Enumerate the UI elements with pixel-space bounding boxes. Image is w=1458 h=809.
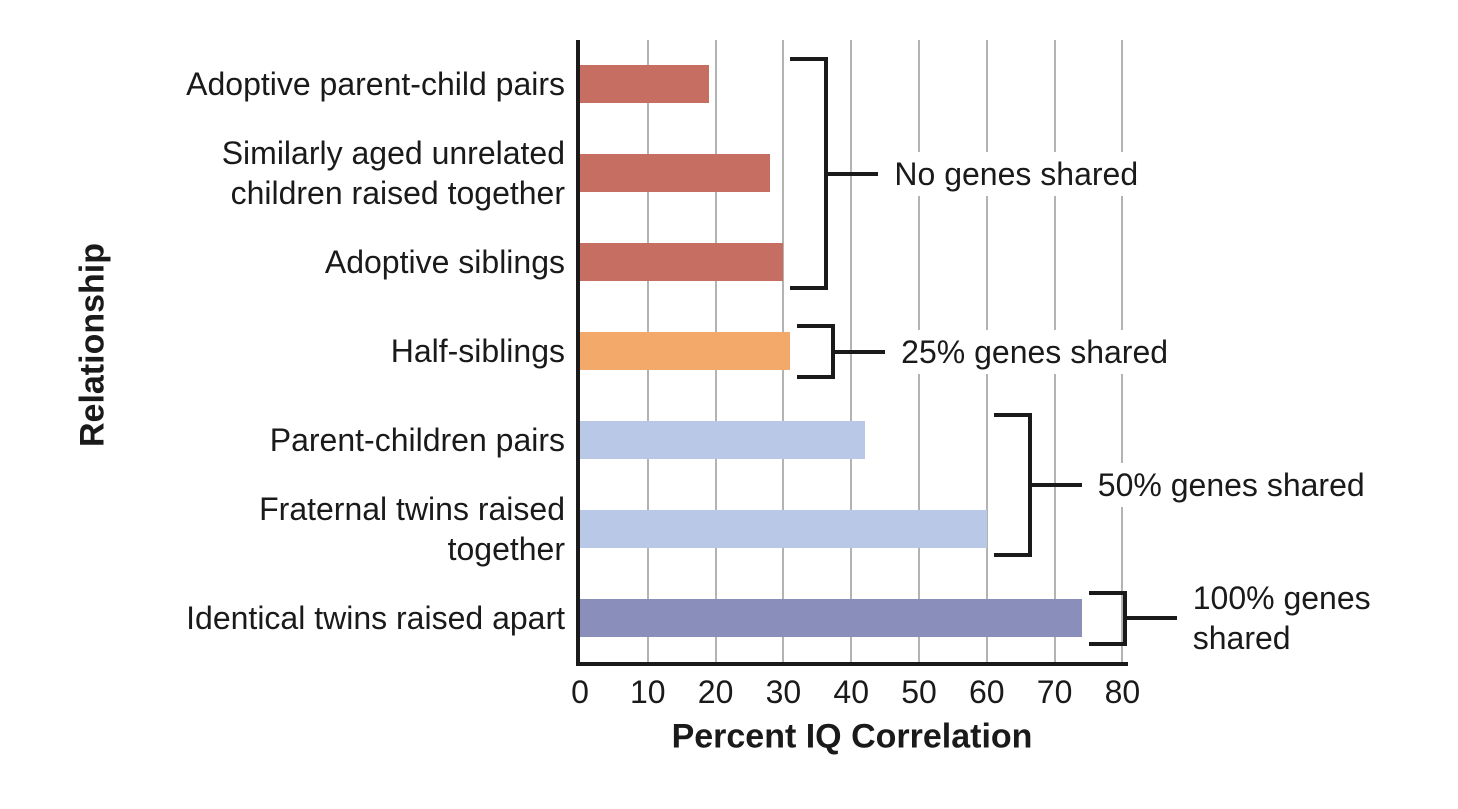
bracket-vertical-line	[1027, 412, 1032, 557]
x-tick-label: 60	[969, 674, 1005, 710]
bracket-bottom-arm	[993, 552, 1028, 557]
y-axis-title: Relationship	[73, 242, 112, 448]
annotation-label: 50% genes shared	[1091, 462, 1373, 507]
bracket-connector-line	[828, 171, 879, 176]
category-label: Similarly aged unrelated children raised…	[221, 135, 565, 212]
x-tick-label: 80	[1104, 674, 1141, 710]
bracket-vertical-line	[1122, 590, 1127, 646]
category-label: Identical twins raised apart	[186, 599, 565, 636]
x-tick-label: 20	[697, 674, 734, 710]
category-label: Adoptive parent-child pairs	[186, 66, 565, 103]
annotation-label: 100% genes shared	[1186, 576, 1438, 661]
bar	[580, 509, 987, 548]
bar	[580, 154, 770, 193]
bracket-top-arm	[993, 412, 1028, 417]
bracket-bottom-arm	[797, 375, 832, 379]
bracket-top-arm	[790, 57, 825, 62]
bar	[580, 65, 709, 104]
bracket-connector-line	[835, 349, 886, 354]
x-tick-label: 10	[630, 674, 666, 710]
x-axis-line	[576, 662, 1128, 666]
x-tick-label: 0	[571, 674, 589, 710]
x-tick-label: 50	[901, 674, 937, 710]
category-label: Half-siblings	[390, 333, 565, 369]
category-label: Parent-children pairs	[269, 421, 565, 458]
x-tick-label: 70	[1036, 674, 1073, 710]
bracket-connector-line	[1031, 482, 1082, 487]
bar	[580, 243, 784, 282]
bracket-bottom-arm	[790, 286, 825, 291]
annotation-label: 25% genes shared	[895, 329, 1177, 374]
category-label: Fraternal twins raised together	[259, 490, 565, 567]
x-tick-label: 30	[765, 674, 802, 710]
y-axis-line	[576, 40, 580, 666]
bracket-top-arm	[1088, 590, 1123, 595]
bracket-top-arm	[797, 324, 832, 328]
x-axis-title: Percent IQ Correlation	[671, 717, 1033, 756]
bar	[580, 598, 1082, 637]
annotation-label: No genes shared	[888, 151, 1147, 196]
bracket-bottom-arm	[1088, 641, 1123, 646]
bracket-vertical-line	[824, 57, 829, 291]
bar	[580, 332, 791, 370]
x-tick-label: 40	[833, 674, 869, 710]
category-label: Adoptive siblings	[324, 244, 565, 281]
bracket-connector-line	[1126, 616, 1177, 621]
bracket-vertical-line	[831, 324, 836, 379]
bar	[580, 420, 865, 459]
